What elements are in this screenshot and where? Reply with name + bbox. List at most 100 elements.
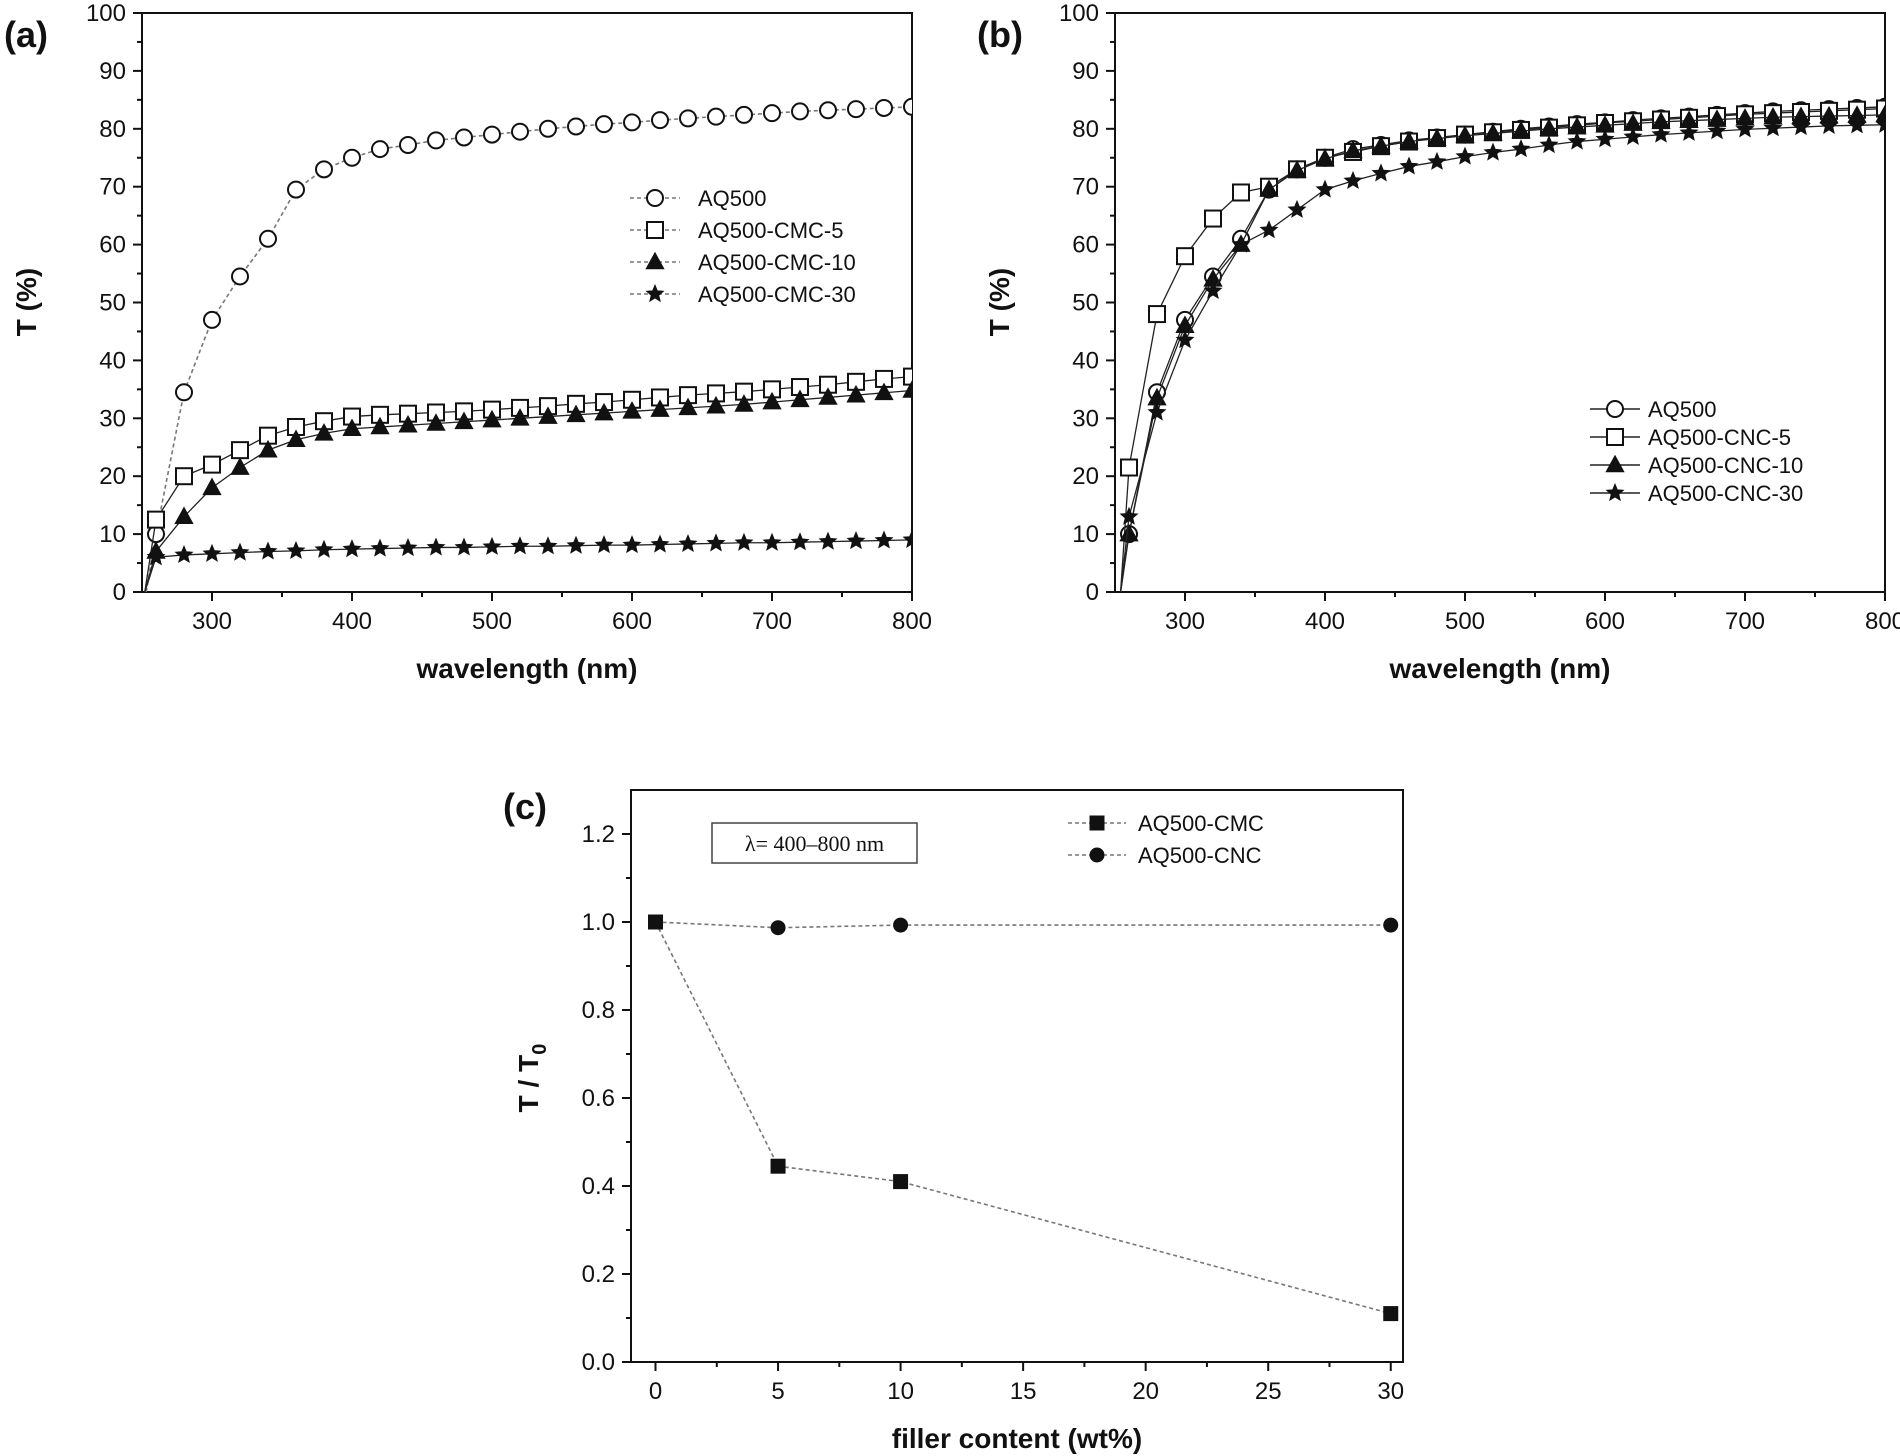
b-point-aq500-cnc-30 (1483, 142, 1503, 161)
c-legend: AQ500-CMC AQ500-CNC (1068, 811, 1264, 868)
a-point-aq500 (343, 148, 361, 167)
b-point-aq500-cnc-10 (1399, 131, 1419, 149)
a-point-aq500-cmc-10 (370, 416, 390, 435)
panel-b: 300 400 500 600 700 800 0 10 20 30 40 50 60 70 80 90 100… (977, 0, 1900, 684)
a-point-aq500-cmc-10 (342, 418, 362, 437)
a-point-aq500-cmc-30 (566, 535, 586, 554)
a-point-aq500-cmc-30 (174, 544, 194, 564)
a-point-aq500-cmc-10 (622, 401, 642, 419)
a-point-aq500-cmc-30 (482, 536, 502, 555)
b-point-aq500-cnc-30 (1791, 117, 1811, 136)
a-point-aq500-cmc-10 (902, 380, 912, 398)
c-y-tick-label: 0.8 (582, 997, 615, 1024)
b-point-aq500-cnc-10 (1427, 128, 1447, 146)
a-y-tick-label: 20 (99, 463, 126, 490)
b-y-axis-title-main: T (%) (984, 268, 1015, 336)
b-point-aq500-cnc-30 (1567, 131, 1587, 150)
a-point-aq500-cmc-30 (230, 542, 250, 561)
b-y-tick-label: 10 (1072, 521, 1099, 548)
c-legend-label-aq500-cmc: AQ500-CMC (1138, 811, 1264, 836)
b-legend-marker-aq500-cnc-5 (1606, 428, 1624, 446)
c-legend-label-aq500-cnc: AQ500-CNC (1138, 843, 1262, 868)
a-point-aq500-cmc-10 (398, 415, 418, 433)
a-point-aq500-cmc-30 (398, 538, 418, 557)
a-point-aq500-cmc-30 (790, 532, 810, 551)
a-point-aq500 (231, 267, 249, 286)
a-point-aq500-cmc-30 (314, 539, 334, 558)
b-point-aq500-cnc-30 (1427, 151, 1447, 170)
b-y-tick-label: 100 (1059, 0, 1099, 27)
a-point-aq500 (567, 117, 585, 136)
a-x-axis-title: wavelength (nm) (416, 653, 638, 684)
c-x-tick-label: 30 (1377, 1378, 1404, 1405)
b-data-area (1119, 97, 1885, 592)
b-y-tick-label: 50 (1072, 290, 1099, 317)
b-point-aq500-cnc-10 (1343, 140, 1363, 159)
b-x-axis-title: wavelength (nm) (1389, 653, 1611, 684)
b-y-tick-label: 90 (1072, 58, 1099, 85)
c-point-aq500-cnc (1383, 917, 1399, 933)
b-x-tick-label: 700 (1725, 608, 1765, 635)
b-legend-label-aq500-cnc-5: AQ500-CNC-5 (1648, 425, 1791, 450)
a-point-aq500-cmc-30 (734, 532, 754, 551)
b-point-aq500-cnc-30 (1707, 121, 1727, 140)
b-point-aq500-cnc-5 (1176, 247, 1194, 266)
b-point-aq500-cnc-30 (1595, 129, 1615, 148)
c-y-tick-label: 0.6 (582, 1085, 615, 1112)
a-x-tick-label: 700 (752, 608, 792, 635)
a-point-aq500-cmc-30 (902, 529, 912, 548)
b-point-aq500-cnc-10 (1371, 135, 1391, 154)
a-legend-label-aq500-cmc-10: AQ500-CMC-10 (698, 250, 856, 275)
a-point-aq500-cmc-10 (818, 387, 838, 405)
c-y-axis-title-main: T / T (513, 1055, 544, 1113)
a-y-tick-label: 40 (99, 347, 126, 374)
a-series-aq500-cmc-10 (144, 380, 912, 592)
b-legend-label-aq500-cnc-10: AQ500-CNC-10 (1648, 453, 1803, 478)
c-annotation-box (711, 822, 918, 864)
b-legend-marker-aq500 (1606, 400, 1624, 418)
b-y-tick-label: 70 (1072, 174, 1099, 201)
a-data-area (144, 97, 912, 592)
c-y-tick-label: 0.0 (582, 1349, 615, 1376)
c-legend-marker-aq500-cnc (1089, 847, 1105, 863)
a-point-aq500-cmc-10 (174, 506, 194, 525)
a-point-aq500 (595, 115, 613, 134)
b-panel-label: (b) (977, 14, 1023, 55)
b-point-aq500-cnc-10 (1455, 125, 1475, 144)
a-point-aq500-cmc-30 (706, 533, 726, 552)
a-y-tick-label: 90 (99, 58, 126, 85)
a-legend-marker-aq500-cmc-30 (645, 284, 665, 303)
c-x-tick-label: 0 (649, 1378, 662, 1405)
c-series-line-aq500-cnc (655, 921, 1391, 929)
a-legend-marker-aq500-cmc-10 (645, 251, 665, 270)
b-series-aq500-cnc-10 (1119, 104, 1885, 592)
a-point-aq500-cmc-10 (874, 382, 894, 401)
a-point-aq500-cmc-30 (454, 537, 474, 556)
b-point-aq500-cnc-10 (1259, 179, 1279, 197)
a-point-aq500 (819, 101, 837, 120)
a-point-aq500-cmc-30 (594, 535, 614, 554)
b-legend-label-aq500: AQ500 (1648, 397, 1717, 422)
c-point-aq500-cmc (1383, 1306, 1399, 1322)
c-series-line-aq500-cmc (654, 921, 1391, 1315)
b-y-tick-label: 80 (1072, 116, 1099, 143)
a-point-aq500-cmc-10 (566, 404, 586, 423)
a-series-aq500 (145, 97, 912, 592)
a-point-aq500-cmc-10 (286, 429, 306, 448)
b-x-tick-label: 600 (1585, 608, 1625, 635)
c-point-aq500-cnc (893, 917, 909, 933)
b-point-aq500-cnc-30 (1371, 163, 1391, 182)
a-point-aq500-cmc-30 (874, 530, 894, 549)
a-point-aq500 (651, 111, 669, 130)
a-point-aq500-cmc-30 (538, 536, 558, 555)
b-point-aq500-cnc-30 (1735, 119, 1755, 138)
a-y-tick-label: 80 (99, 116, 126, 143)
c-x-tick-label: 20 (1132, 1378, 1159, 1405)
a-point-aq500 (427, 131, 445, 150)
a-point-aq500-cmc-30 (510, 536, 530, 555)
b-y-tick-label: 60 (1072, 232, 1099, 259)
a-point-aq500-cmc-30 (370, 538, 390, 557)
a-point-aq500-cmc-30 (818, 531, 838, 550)
a-x-tick-label: 800 (892, 608, 932, 635)
c-y-tick-label: 0.4 (582, 1173, 615, 1200)
